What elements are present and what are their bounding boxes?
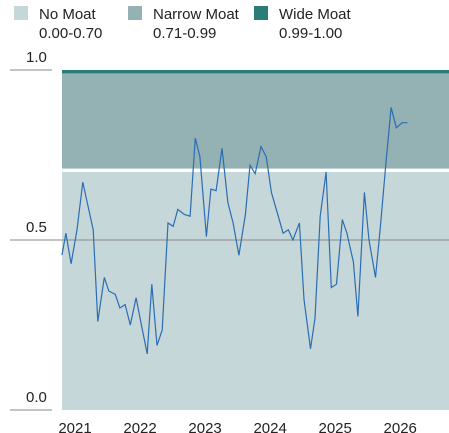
y-tick-label: 0.5 (26, 219, 47, 236)
x-tick-label: 2026 (384, 420, 417, 433)
legend-label: Wide Moat (279, 6, 352, 23)
legend-label: Narrow Moat (153, 6, 240, 23)
legend-range: 0.99-1.00 (279, 25, 342, 42)
legend-swatch (254, 6, 268, 20)
x-tick-label: 2022 (123, 420, 156, 433)
y-tick-label: 0.0 (26, 389, 47, 406)
x-tick-label: 2025 (318, 420, 351, 433)
legend-swatch (128, 6, 142, 20)
x-tick-label: 2021 (58, 420, 91, 433)
y-tick-label: 1.0 (26, 49, 47, 66)
legend-label: No Moat (39, 6, 97, 23)
band (62, 70, 449, 74)
data-line (61, 107, 408, 355)
legend-range: 0.71-0.99 (153, 25, 216, 42)
legend-swatch (14, 6, 28, 20)
band (62, 73, 449, 169)
band (62, 172, 449, 410)
x-tick-label: 2024 (253, 420, 286, 433)
x-tick-label: 2023 (188, 420, 221, 433)
legend-range: 0.00-0.70 (39, 25, 102, 42)
